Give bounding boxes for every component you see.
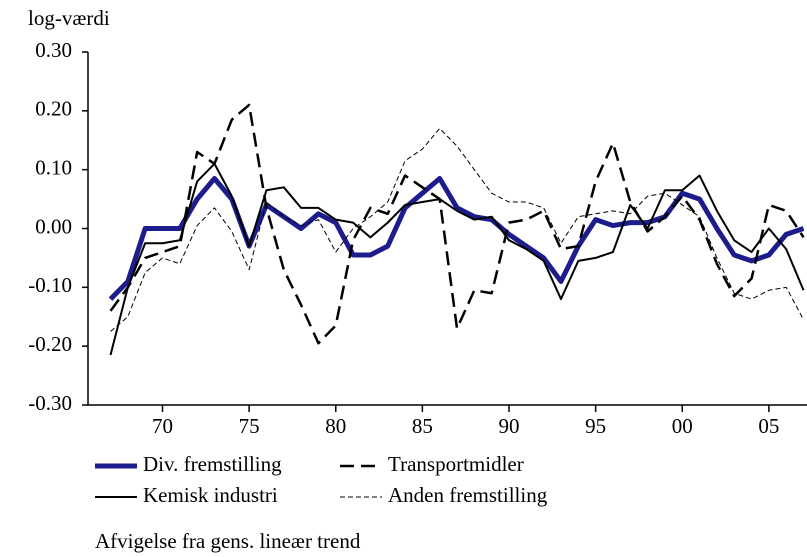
series-line (110, 127, 804, 332)
series-line (108, 175, 805, 301)
x-tick-label: 70 (152, 414, 173, 438)
series-line (109, 162, 805, 356)
legend-label: Anden fremstilling (388, 483, 548, 507)
x-tick-label: 95 (585, 414, 606, 438)
legend-label: Kemisk industri (143, 483, 278, 507)
series-line (109, 103, 805, 345)
legend-label: Div. fremstilling (143, 452, 282, 476)
y-tick-label: 0.30 (35, 38, 72, 62)
x-tick-label: 80 (325, 414, 346, 438)
note: Afvigelse fra gens. lineær trend (95, 529, 361, 553)
y-tick-label: -0.10 (28, 273, 72, 297)
x-tick-label: 75 (239, 414, 260, 438)
x-tick-label: 90 (499, 414, 520, 438)
y-tick-label: 0.00 (35, 214, 72, 238)
y-axis-label: log-værdi (28, 6, 110, 30)
x-tick-label: 85 (412, 414, 433, 438)
y-tick-label: -0.20 (28, 332, 72, 356)
x-tick-label: 05 (758, 414, 779, 438)
y-tick-label: 0.10 (35, 155, 72, 179)
x-tick-label: 00 (672, 414, 693, 438)
y-tick-label: -0.30 (28, 391, 72, 415)
y-tick-label: 0.20 (35, 97, 72, 121)
legend-label: Transportmidler (388, 452, 524, 476)
